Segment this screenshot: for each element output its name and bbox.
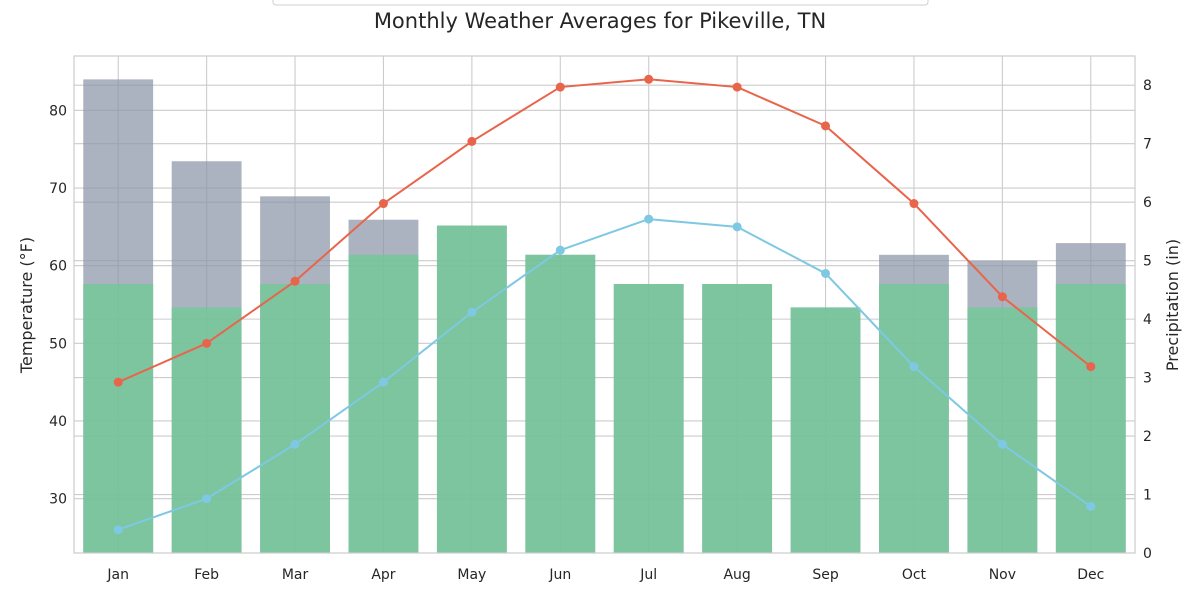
point-series3-may bbox=[467, 307, 477, 317]
x-tick-label: May bbox=[457, 567, 486, 583]
point-series3-jan bbox=[113, 525, 123, 535]
point-series2-sep bbox=[821, 121, 831, 131]
y-tick-label-right: 3 bbox=[1143, 371, 1152, 387]
x-tick-label: Jan bbox=[106, 567, 129, 583]
chart-title: Monthly Weather Averages for Pikeville, … bbox=[374, 9, 826, 33]
y-tick-label-left: 40 bbox=[49, 414, 67, 430]
x-tick-label: Feb bbox=[194, 567, 219, 583]
point-series3-jul bbox=[644, 214, 654, 224]
point-series2-aug bbox=[732, 82, 742, 92]
point-series3-apr bbox=[378, 377, 388, 387]
x-tick-label: Dec bbox=[1077, 567, 1104, 583]
y-tick-label-left: 80 bbox=[49, 103, 67, 119]
y-tick-label-right: 4 bbox=[1143, 312, 1152, 328]
bar-series1-jun bbox=[525, 254, 596, 554]
point-series3-dec bbox=[1086, 501, 1096, 511]
bar-series1-apr bbox=[348, 254, 419, 554]
point-series2-jun bbox=[555, 82, 565, 92]
point-series3-oct bbox=[909, 362, 919, 372]
y-tick-label-right: 8 bbox=[1143, 78, 1152, 94]
point-series2-jan bbox=[113, 377, 123, 387]
point-series2-oct bbox=[909, 199, 919, 209]
point-series2-feb bbox=[202, 338, 212, 348]
x-tick-label: Oct bbox=[902, 567, 927, 583]
point-series3-aug bbox=[732, 222, 742, 232]
y-tick-label-left: 50 bbox=[49, 336, 67, 352]
y-tick-label-left: 30 bbox=[49, 492, 67, 508]
x-tick-label: Jul bbox=[639, 567, 657, 583]
point-series3-sep bbox=[821, 268, 831, 278]
bar-series1-may bbox=[436, 225, 507, 554]
legend-box bbox=[272, 0, 929, 6]
point-series2-apr bbox=[378, 199, 388, 209]
point-series3-nov bbox=[997, 439, 1007, 449]
y-tick-label-right: 6 bbox=[1143, 195, 1152, 211]
y-tick-label-right: 1 bbox=[1143, 488, 1152, 504]
bar-series1-mar bbox=[260, 284, 330, 553]
point-series2-mar bbox=[290, 276, 300, 286]
y-axis-label-left: Temperature (°F) bbox=[17, 237, 36, 374]
x-tick-label: Sep bbox=[812, 567, 839, 583]
point-series2-may bbox=[467, 136, 477, 146]
bar-series1-sep bbox=[790, 307, 861, 553]
y-tick-label-right: 5 bbox=[1143, 254, 1152, 270]
tick-labels: 30 40 50 60 70 80 0 1 2 3 4 5 6 7 8 Jan Feb Mar Apr May Jun J… bbox=[49, 78, 1152, 583]
x-tick-label: Apr bbox=[371, 567, 395, 583]
x-tick-label: Mar bbox=[282, 567, 309, 583]
y-axis-label-right: Precipitation (in) bbox=[1163, 239, 1182, 371]
bar-series1-dec bbox=[1055, 284, 1126, 553]
y-tick-label-left: 60 bbox=[49, 259, 67, 275]
line-series3 bbox=[117, 218, 1092, 531]
point-series2-dec bbox=[1086, 362, 1096, 372]
y-tick-label-left: 70 bbox=[49, 181, 67, 197]
bar-series1-nov bbox=[967, 307, 1038, 553]
y-tick-label-right: 2 bbox=[1143, 429, 1152, 445]
bar-series1-oct bbox=[879, 284, 949, 553]
y-tick-label-right: 7 bbox=[1143, 137, 1152, 153]
bars bbox=[83, 79, 1126, 554]
y-tick-label-right: 0 bbox=[1143, 546, 1152, 562]
line-series2 bbox=[117, 78, 1092, 384]
x-tick-label: Jun bbox=[548, 567, 571, 583]
point-series3-mar bbox=[290, 439, 300, 449]
lines bbox=[113, 74, 1096, 535]
point-series3-jun bbox=[555, 245, 565, 255]
x-tick-label: Aug bbox=[723, 567, 750, 583]
bar-series1-jul bbox=[613, 284, 684, 553]
point-series2-jul bbox=[644, 74, 654, 84]
plot-frame bbox=[73, 55, 1136, 554]
bar-series1-feb bbox=[171, 307, 242, 553]
x-tick-label: Nov bbox=[989, 567, 1016, 583]
point-series2-nov bbox=[997, 292, 1007, 302]
bar-series1-jan bbox=[83, 284, 154, 553]
point-series3-feb bbox=[202, 494, 212, 504]
bar-series1-aug bbox=[702, 284, 773, 553]
